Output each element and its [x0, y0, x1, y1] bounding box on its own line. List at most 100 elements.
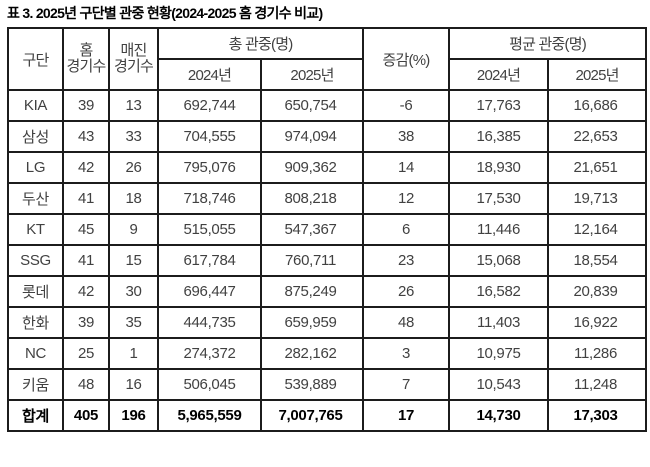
total-home-games-cell: 405 — [62, 399, 110, 432]
change-cell: -6 — [362, 89, 451, 122]
team-cell: KIA — [7, 89, 64, 122]
total-soldout-games-cell: 196 — [108, 399, 159, 432]
total-2024-cell: 704,555 — [157, 120, 262, 153]
table-row: 롯데 42 30 696,447 875,249 26 16,582 20,83… — [7, 275, 648, 308]
home-games-cell: 25 — [62, 337, 110, 370]
header-soldout-games: 매진 경기수 — [108, 27, 159, 91]
avg-2025-cell: 21,651 — [547, 151, 648, 184]
home-games-cell: 42 — [62, 275, 110, 308]
total-2024-cell: 617,784 — [157, 244, 262, 277]
avg-2024-cell: 11,446 — [448, 213, 550, 246]
avg-2025-cell: 18,554 — [547, 244, 648, 277]
change-cell: 12 — [362, 182, 451, 215]
avg-2024-cell: 15,068 — [448, 244, 550, 277]
home-games-cell: 41 — [62, 182, 110, 215]
soldout-games-cell: 1 — [108, 337, 159, 370]
team-cell: LG — [7, 151, 64, 184]
table-row: 두산 41 18 718,746 808,218 12 17,530 19,71… — [7, 182, 648, 215]
header-change: 증감(%) — [362, 27, 451, 91]
header-row-2: 2024년 2025년 2024년 2025년 — [8, 58, 648, 91]
header-avg-group: 평균 관중(명) — [448, 27, 648, 60]
avg-2024-cell: 16,582 — [448, 275, 550, 308]
table-header: 구단 홈 경기수 매진 경기수 총 관중(명) 증감(%) 평균 관중(명) 2… — [7, 27, 648, 91]
table-row: NC 25 1 274,372 282,162 3 10,975 11,286 — [7, 337, 648, 370]
table-row: 삼성 43 33 704,555 974,094 38 16,385 22,65… — [7, 120, 648, 153]
soldout-games-cell: 26 — [108, 151, 159, 184]
table-row: 한화 39 35 444,735 659,959 48 11,403 16,92… — [7, 306, 648, 339]
total-2024-cell: 444,735 — [157, 306, 262, 339]
header-team: 구단 — [7, 27, 64, 91]
total-row: 합계 405 196 5,965,559 7,007,765 17 14,730… — [7, 399, 648, 432]
home-games-cell: 48 — [62, 368, 110, 401]
attendance-table: 구단 홈 경기수 매진 경기수 총 관중(명) 증감(%) 평균 관중(명) 2… — [7, 27, 648, 432]
total-2025-cell: 974,094 — [259, 120, 365, 153]
change-cell: 6 — [362, 213, 451, 246]
change-cell: 14 — [362, 151, 451, 184]
table-footer: 합계 405 196 5,965,559 7,007,765 17 14,730… — [7, 399, 648, 432]
header-row-1: 구단 홈 경기수 매진 경기수 총 관중(명) 증감(%) 평균 관중(명) — [7, 27, 648, 91]
soldout-games-cell: 18 — [108, 182, 159, 215]
team-cell: NC — [7, 337, 64, 370]
avg-2025-cell: 19,713 — [547, 182, 648, 215]
avg-2024-cell: 16,385 — [448, 120, 550, 153]
total-2025-cell: 547,367 — [259, 213, 365, 246]
table-row: KT 45 9 515,055 547,367 6 11,446 12,164 — [7, 213, 648, 246]
header-soldout-games-line1: 매진 — [120, 42, 147, 59]
total-2024-cell: 795,076 — [157, 151, 262, 184]
change-cell: 3 — [362, 337, 451, 370]
change-cell: 38 — [362, 120, 451, 153]
total-total-2025-cell: 7,007,765 — [259, 399, 365, 432]
header-total-group: 총 관중(명) — [156, 27, 365, 60]
avg-2025-cell: 16,686 — [547, 89, 648, 122]
avg-2025-cell: 20,839 — [547, 275, 648, 308]
team-cell: SSG — [7, 244, 64, 277]
page: 표 3. 2025년 구단별 관중 현황(2024-2025 홈 경기수 비교)… — [7, 5, 648, 432]
total-team-cell: 합계 — [7, 399, 64, 432]
total-2024-cell: 696,447 — [157, 275, 262, 308]
avg-2024-cell: 18,930 — [448, 151, 550, 184]
home-games-cell: 45 — [62, 213, 110, 246]
change-cell: 7 — [362, 368, 451, 401]
total-2024-cell: 506,045 — [157, 368, 262, 401]
change-cell: 26 — [362, 275, 451, 308]
total-total-2024-cell: 5,965,559 — [157, 399, 262, 432]
avg-2025-cell: 22,653 — [547, 120, 648, 153]
soldout-games-cell: 9 — [108, 213, 159, 246]
team-cell: 키움 — [7, 368, 64, 401]
total-change-cell: 17 — [362, 399, 451, 432]
soldout-games-cell: 35 — [108, 306, 159, 339]
table-body: KIA 39 13 692,744 650,754 -6 17,763 16,6… — [7, 89, 648, 401]
team-cell: 두산 — [7, 182, 64, 215]
avg-2024-cell: 17,530 — [448, 182, 550, 215]
avg-2024-cell: 17,763 — [448, 89, 550, 122]
soldout-games-cell: 33 — [108, 120, 159, 153]
total-2024-cell: 718,746 — [157, 182, 262, 215]
table-row: LG 42 26 795,076 909,362 14 18,930 21,65… — [7, 151, 648, 184]
header-avg-2025: 2025년 — [547, 58, 648, 91]
total-2024-cell: 515,055 — [157, 213, 262, 246]
total-2025-cell: 808,218 — [259, 182, 365, 215]
home-games-cell: 43 — [62, 120, 110, 153]
soldout-games-cell: 15 — [108, 244, 159, 277]
soldout-games-cell: 30 — [108, 275, 159, 308]
total-2025-cell: 875,249 — [259, 275, 365, 308]
team-cell: 삼성 — [7, 120, 64, 153]
avg-2025-cell: 11,248 — [547, 368, 648, 401]
total-2024-cell: 274,372 — [157, 337, 262, 370]
header-total-2024: 2024년 — [157, 58, 262, 91]
home-games-cell: 39 — [62, 306, 110, 339]
total-2025-cell: 539,889 — [259, 368, 365, 401]
header-home-games-line2: 경기수 — [66, 58, 106, 75]
total-avg-2024-cell: 14,730 — [448, 399, 550, 432]
change-cell: 23 — [362, 244, 451, 277]
avg-2025-cell: 12,164 — [547, 213, 648, 246]
header-home-games: 홈 경기수 — [62, 27, 110, 91]
table-row: 키움 48 16 506,045 539,889 7 10,543 11,248 — [7, 368, 648, 401]
soldout-games-cell: 16 — [108, 368, 159, 401]
header-avg-2024: 2024년 — [448, 58, 550, 91]
total-2025-cell: 659,959 — [259, 306, 365, 339]
header-total-2025: 2025년 — [259, 58, 365, 91]
total-2025-cell: 282,162 — [259, 337, 365, 370]
total-2024-cell: 692,744 — [157, 89, 262, 122]
team-cell: 롯데 — [7, 275, 64, 308]
